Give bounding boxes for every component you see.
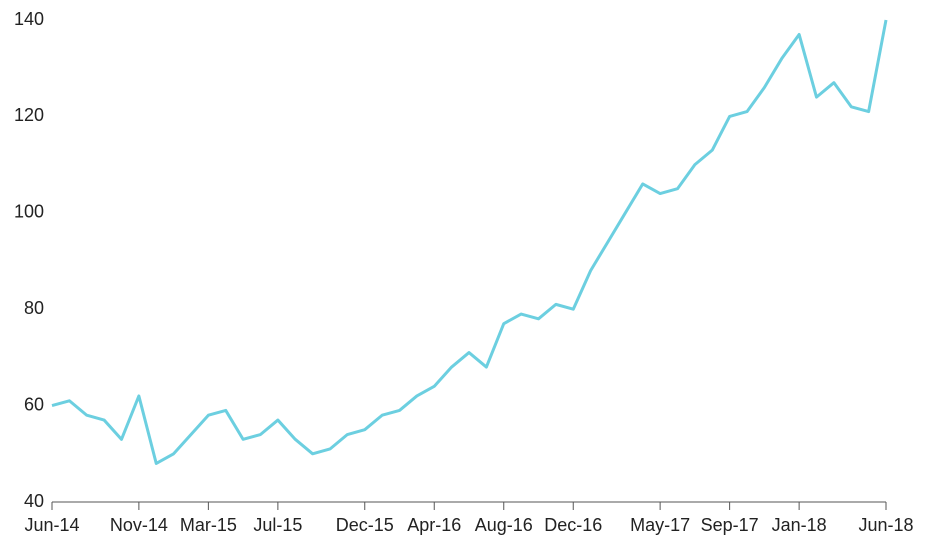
x-tick-label: Apr-16 [407,515,461,535]
y-tick-label: 60 [24,394,44,414]
x-tick-label: May-17 [630,515,690,535]
x-tick-label: Jun-14 [24,515,79,535]
y-tick-label: 40 [24,491,44,511]
y-tick-label: 140 [14,9,44,29]
x-tick-label: Jun-18 [858,515,913,535]
x-tick-label: Nov-14 [110,515,168,535]
x-tick-label: Jan-18 [772,515,827,535]
line [51,19,888,465]
x-tick-label: Sep-17 [701,515,759,535]
x-tick-label: Jul-15 [253,515,302,535]
x-tick-label: Mar-15 [180,515,237,535]
y-tick-label: 120 [14,105,44,125]
x-tick-label: Aug-16 [475,515,533,535]
y-tick-label: 100 [14,202,44,222]
x-tick-label: Dec-15 [336,515,394,535]
x-tick-label: Dec-16 [544,515,602,535]
y-tick-label: 80 [24,298,44,318]
